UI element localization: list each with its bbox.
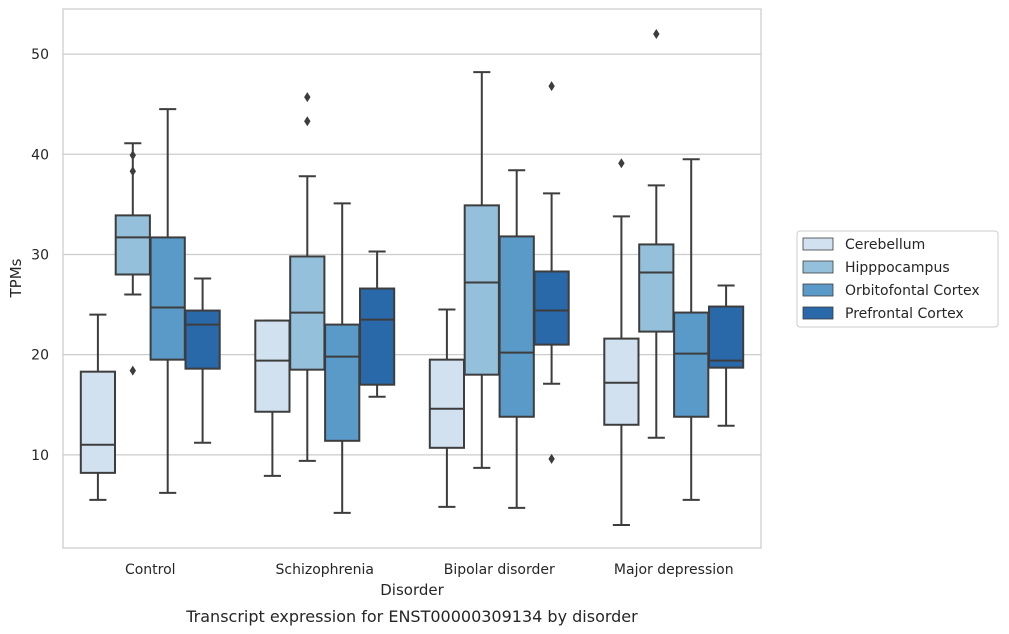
box-group (673, 158, 710, 501)
outlier-point (129, 150, 136, 161)
x-tick-label: Control (125, 562, 176, 578)
box-iqr (149, 236, 186, 361)
y-tick-label: 30 (31, 247, 49, 263)
box-group (498, 169, 535, 509)
box-group (533, 81, 570, 464)
y-tick-label: 10 (31, 448, 49, 464)
y-tick-label: 20 (31, 348, 49, 364)
box-group (149, 108, 186, 494)
box-group (324, 202, 361, 514)
box-iqr (707, 305, 745, 369)
box-group (638, 29, 675, 439)
box-group (184, 277, 221, 444)
box-iqr (533, 270, 570, 346)
outlier-point (653, 29, 660, 40)
legend-label: Cerebellum (845, 237, 925, 253)
box-iqr (254, 319, 291, 413)
box-iqr (358, 287, 396, 386)
x-tick-label: Bipolar disorder (444, 562, 555, 578)
x-tick-label: Major depression (614, 562, 734, 578)
box-group (707, 284, 745, 427)
y-tick-label: 40 (31, 147, 49, 163)
box-group (254, 319, 291, 477)
outlier-point (304, 116, 311, 127)
box-iqr (324, 323, 361, 442)
box-iqr (673, 311, 710, 418)
outlier-point (618, 158, 625, 169)
box-iqr (463, 204, 500, 376)
y-axis-label: TPMs (7, 258, 25, 298)
box-group (603, 158, 640, 526)
legend-label: Orbitofontal Cortex (845, 283, 980, 299)
legend-label: Hipppocampus (845, 260, 950, 276)
box-iqr (114, 214, 151, 276)
chart-caption: Transcript expression for ENST0000030913… (185, 607, 638, 626)
outlier-point (129, 365, 136, 376)
box-iqr (603, 337, 640, 426)
box-iqr (79, 370, 117, 474)
box-iqr (638, 243, 675, 333)
outlier-point (129, 166, 136, 177)
outlier-point (548, 81, 555, 92)
box-iqr (428, 358, 466, 449)
legend-swatch (802, 237, 834, 251)
legend-swatch (802, 306, 834, 320)
box-iqr (184, 309, 221, 370)
plot-frame (62, 8, 762, 549)
box-group (463, 71, 500, 469)
outlier-point (304, 92, 311, 103)
box-group (114, 142, 151, 376)
x-axis-label: Disorder (380, 581, 444, 599)
legend-frame (796, 230, 999, 328)
legend-swatch (802, 260, 834, 274)
box-group (79, 313, 117, 501)
tick-labels: 10 20 30 40 50 Control Schizophrenia Bipolar di… (31, 47, 733, 578)
x-tick-label: Schizophrenia (276, 562, 374, 578)
box-iqr (498, 235, 535, 418)
legend-swatch (802, 283, 834, 297)
legend: Cerebellum Hipppocampus Orbitofontal Corte… (796, 230, 999, 328)
box-group (289, 92, 326, 462)
box-group (428, 308, 466, 508)
box-group (358, 250, 396, 398)
outlier-point (548, 453, 555, 464)
legend-label: Prefrontal Cortex (845, 306, 964, 322)
legend-items: Cerebellum Hipppocampus Orbitofontal Corte… (802, 237, 980, 322)
box-layer (79, 29, 745, 526)
y-tick-label: 50 (31, 47, 49, 63)
